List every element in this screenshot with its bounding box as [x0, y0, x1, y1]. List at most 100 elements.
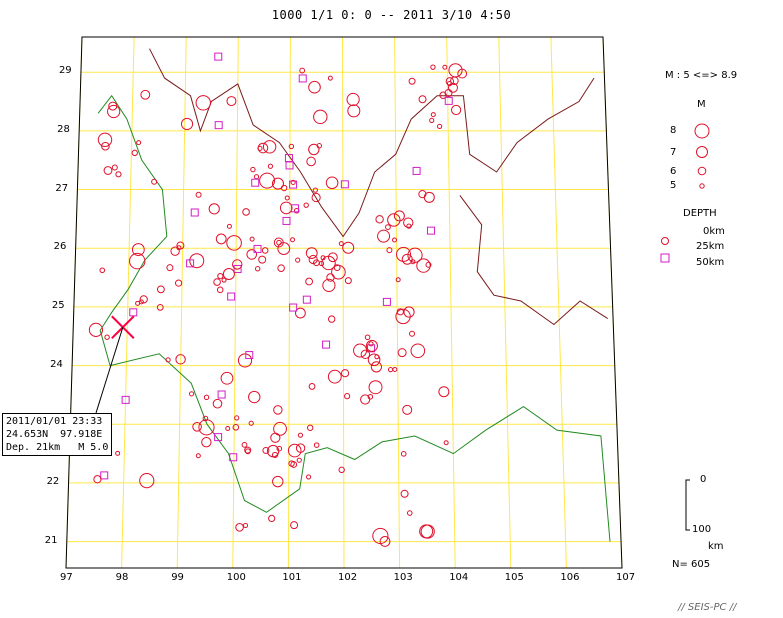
epicenter-shallow	[271, 177, 284, 190]
epicenter-deep	[214, 52, 223, 61]
epicenter-shallow	[312, 187, 318, 193]
epicenter-shallow	[253, 174, 260, 180]
epicenter-deep	[285, 161, 294, 170]
epicenter-shallow	[101, 141, 110, 151]
epicenter-deep	[302, 295, 311, 304]
epicenter-deep	[229, 453, 238, 462]
epicenter-shallow	[288, 143, 295, 150]
magnitude-legend-6: 6	[670, 166, 677, 177]
epicenter-shallow	[295, 443, 306, 453]
meridian-line	[446, 36, 456, 569]
depth-legend-title: DEPTH	[683, 208, 717, 219]
epicenter-shallow	[295, 307, 306, 319]
latitude-label: 22	[46, 475, 60, 487]
epicenter-shallow	[88, 322, 104, 337]
epicenter-shallow	[273, 421, 287, 436]
scale-top-label: 0	[700, 474, 707, 485]
epicenter-shallow	[270, 432, 281, 443]
epicenter-shallow	[213, 278, 221, 286]
epicenter-shallow	[396, 308, 404, 316]
epicenter-deep	[289, 180, 298, 189]
epicenter-shallow	[180, 117, 194, 131]
epicenter-shallow	[225, 426, 231, 432]
epicenter-shallow	[305, 277, 314, 286]
epicenter-shallow	[400, 451, 407, 457]
epicenter-shallow	[368, 341, 374, 347]
epicenter-shallow	[338, 466, 345, 474]
epicenter-shallow	[410, 343, 426, 359]
epicenter-deep	[214, 433, 223, 442]
epicenter-shallow	[450, 76, 459, 86]
epicenter-deep	[251, 178, 260, 187]
epicenter-shallow	[295, 257, 301, 263]
epicenter-shallow	[331, 264, 346, 280]
depth-legend-25km: 25km	[696, 241, 725, 252]
longitude-label: 104	[449, 572, 469, 583]
epicenter-shallow	[306, 424, 314, 431]
epicenter-shallow	[445, 77, 455, 86]
epicenter-shallow	[305, 474, 312, 480]
epicenter-shallow	[257, 142, 269, 154]
epicenter-deep	[290, 204, 299, 213]
epicenter-deep	[186, 259, 195, 268]
epicenter-shallow	[272, 475, 284, 488]
epicenter-shallow	[131, 149, 138, 157]
epicenter-shallow	[360, 349, 371, 360]
latitude-label: 24	[50, 358, 63, 370]
scale-unit-label: km	[708, 541, 724, 552]
epicenter-shallow	[276, 239, 282, 246]
province-border	[149, 48, 595, 238]
meridian-line	[394, 36, 401, 569]
epicenter-shallow	[313, 109, 328, 125]
epicenter-shallow	[305, 247, 318, 259]
watermark: // SEIS-PC //	[678, 602, 737, 613]
epicenter-shallow	[195, 95, 211, 111]
epicenter-shallow	[306, 156, 316, 167]
epicenter-shallow	[395, 308, 411, 325]
epicenter-shallow	[408, 77, 416, 85]
meridian-line	[232, 36, 239, 569]
epicenter-deep	[217, 390, 226, 399]
longitude-label: 106	[560, 572, 580, 583]
magnitude-legend-symbol	[694, 123, 710, 139]
epicenter-shallow	[370, 361, 383, 373]
epicenter-shallow	[327, 75, 333, 81]
epicenter-shallow	[284, 195, 290, 201]
epicenter-deep	[245, 351, 254, 360]
epicenter-shallow	[379, 536, 391, 547]
longitude-label: 98	[115, 572, 129, 583]
epicenter-shallow	[195, 453, 201, 459]
magnitude-legend-8: 8	[670, 125, 677, 136]
epicenter-shallow	[342, 241, 355, 254]
longitude-label: 101	[282, 572, 302, 583]
epicenter-shallow	[311, 192, 321, 203]
epicenter-shallow	[409, 330, 416, 337]
epicenter-shallow	[368, 380, 383, 395]
epicenter-shallow	[192, 422, 202, 432]
latitude-label: 21	[44, 534, 58, 546]
epicenter-shallow	[255, 266, 261, 272]
depth-legend-symbol-deep	[660, 253, 670, 263]
epicenter-shallow	[451, 104, 462, 116]
epicenter-shallow	[115, 450, 121, 456]
epicenter-shallow	[347, 104, 361, 118]
epicenter-shallow	[400, 489, 409, 498]
epicenter-shallow	[97, 132, 113, 147]
epicenter-shallow	[290, 461, 298, 468]
epicenter-shallow	[271, 451, 279, 459]
longitude-label: 103	[393, 572, 413, 583]
longitude-label: 100	[226, 572, 246, 583]
epicenter-shallow	[188, 391, 195, 397]
epicenter-shallow	[299, 67, 306, 74]
epicenter-shallow	[103, 166, 113, 175]
epicenter-shallow	[406, 510, 413, 516]
epicenter-shallow	[385, 224, 391, 230]
epicenter-shallow	[443, 440, 449, 446]
epicenter-shallow	[327, 252, 338, 263]
epicenter-shallow	[429, 117, 435, 123]
longitude-label: 105	[504, 572, 524, 583]
epicenter-shallow	[217, 273, 224, 280]
epicenter-shallow	[226, 96, 237, 107]
epicenter-deep	[190, 208, 199, 217]
epicenter-shallow	[267, 163, 274, 169]
